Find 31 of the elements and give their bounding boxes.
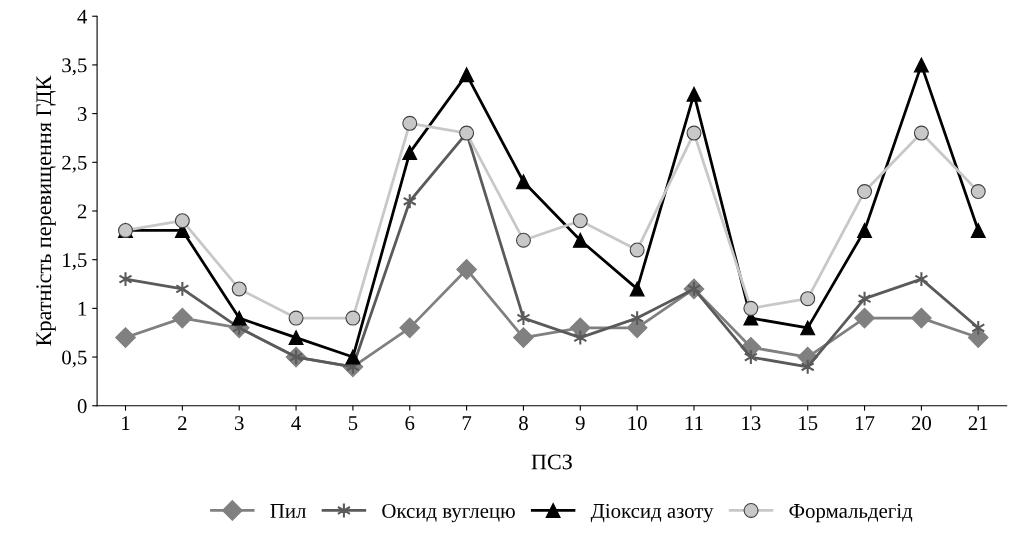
x-tick-label: 6 bbox=[405, 416, 415, 431]
x-tick-label: 3 bbox=[235, 416, 244, 431]
x-tick-label: 17 bbox=[855, 416, 875, 430]
x-tick-label: 21 bbox=[968, 416, 988, 430]
x-tick-label: 1 bbox=[122, 416, 130, 430]
legend-label: Діоксид азоту bbox=[590, 503, 714, 523]
y-axis-title: Кратність перевищення ГДК bbox=[36, 75, 56, 346]
y-tick-label: 2 bbox=[77, 204, 87, 219]
x-tick-label: 11 bbox=[685, 416, 703, 430]
x-tick-label: 8 bbox=[519, 416, 528, 431]
x-tick-label: 20 bbox=[911, 416, 932, 431]
legend-label: Оксид вуглецю bbox=[382, 503, 515, 523]
x-axis-title: ПСЗ bbox=[531, 454, 572, 470]
legend-label: Формальдегід bbox=[789, 503, 913, 523]
y-tick-label: 3,5 bbox=[62, 58, 87, 76]
y-tick-label: 4 bbox=[77, 9, 88, 24]
y-tick-label: 0 bbox=[77, 399, 87, 414]
y-tick-label: 3 bbox=[77, 107, 87, 122]
x-tick-label: 7 bbox=[462, 416, 472, 430]
x-tick-label: 15 bbox=[799, 416, 818, 431]
y-tick-label: 2,5 bbox=[62, 155, 87, 173]
x-tick-label: 9 bbox=[575, 416, 585, 431]
x-tick-label: 5 bbox=[348, 416, 358, 431]
x-tick-label: 2 bbox=[178, 416, 187, 430]
x-tick-label: 13 bbox=[742, 416, 761, 431]
y-tick-label: 1,5 bbox=[63, 253, 87, 271]
x-tick-label: 4 bbox=[291, 416, 301, 430]
y-tick-label: 1 bbox=[78, 301, 87, 316]
legend-label: Пил bbox=[270, 504, 306, 518]
x-tick-label: 10 bbox=[628, 416, 647, 431]
y-tick-label: 0,5 bbox=[62, 350, 87, 368]
